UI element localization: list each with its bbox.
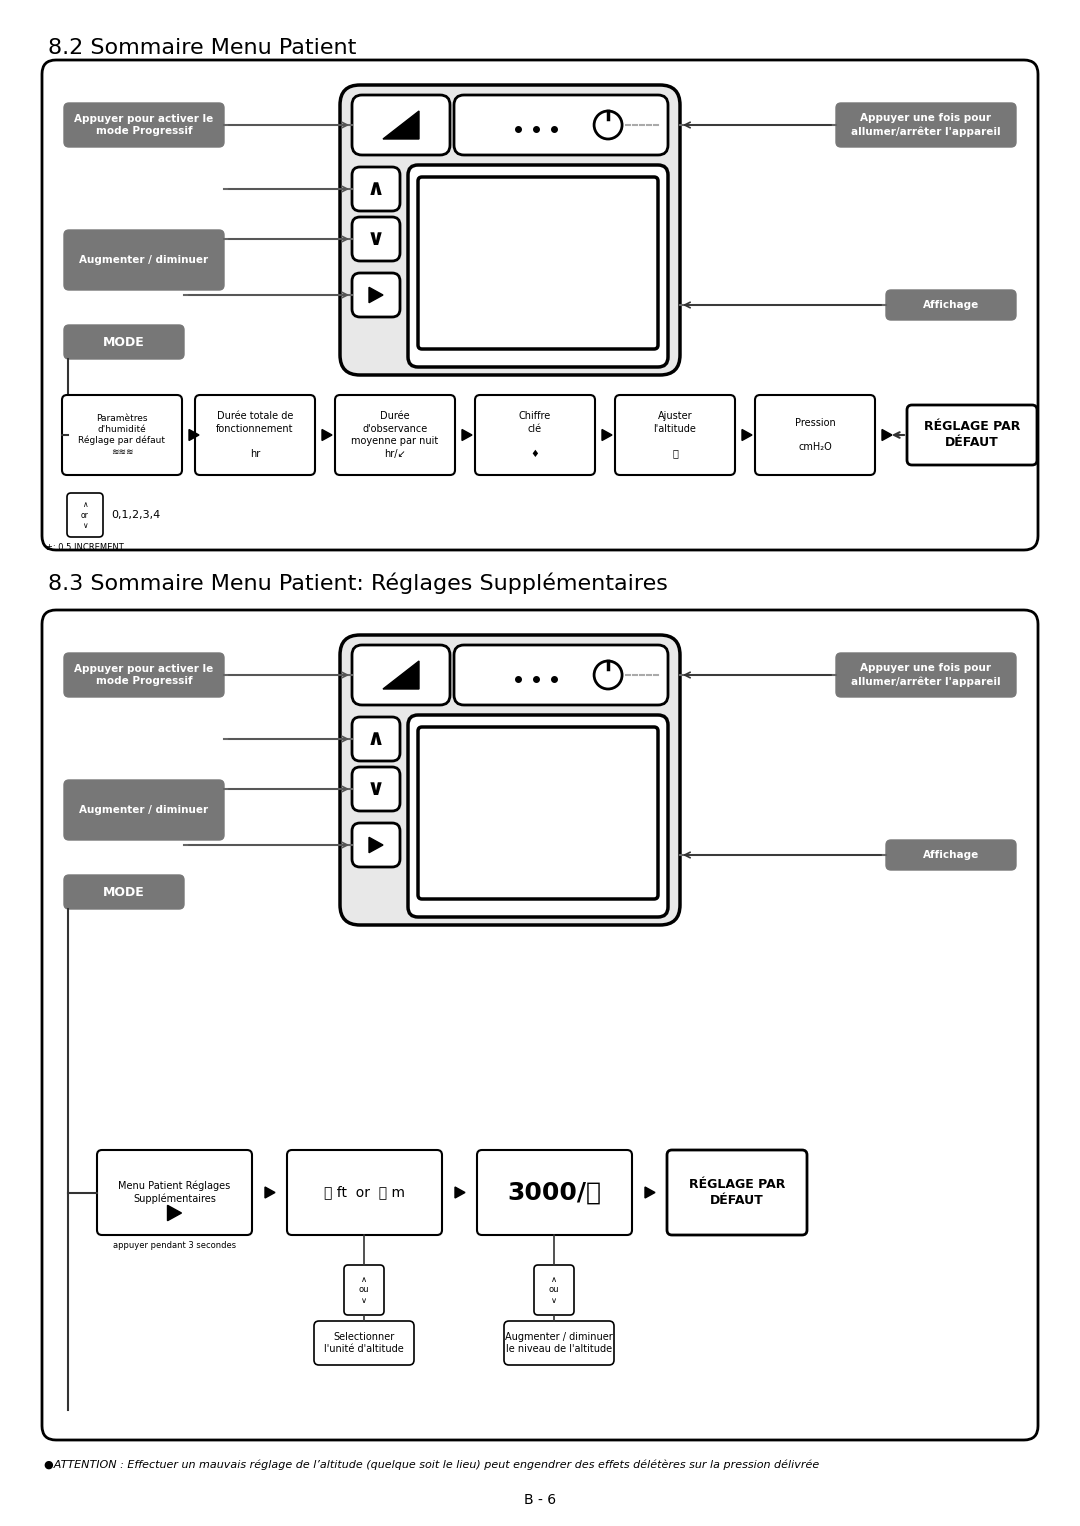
FancyBboxPatch shape: [477, 1151, 632, 1235]
FancyBboxPatch shape: [314, 1322, 414, 1364]
FancyBboxPatch shape: [64, 874, 184, 909]
Polygon shape: [189, 429, 199, 441]
Text: B - 6: B - 6: [524, 1492, 556, 1508]
FancyBboxPatch shape: [615, 395, 735, 475]
Text: Chiffre
clé

♦: Chiffre clé ♦: [518, 412, 551, 459]
Text: ±: 0.5 INCREMENT: ±: 0.5 INCREMENT: [46, 543, 124, 552]
FancyBboxPatch shape: [340, 635, 680, 925]
Text: Paramètres
d'humidité
Réglage par défaut
≋≋≋: Paramètres d'humidité Réglage par défaut…: [79, 414, 165, 456]
FancyBboxPatch shape: [418, 726, 658, 899]
Text: Augmenter / diminuer
le niveau de l'altitude: Augmenter / diminuer le niveau de l'alti…: [505, 1332, 612, 1354]
FancyBboxPatch shape: [42, 610, 1038, 1441]
FancyBboxPatch shape: [352, 217, 400, 261]
Text: Ajuster
l'altitude

⛰: Ajuster l'altitude ⛰: [653, 412, 697, 459]
Text: ∧
or
∨: ∧ or ∨: [81, 501, 89, 530]
Text: ∧
ou
∨: ∧ ou ∨: [359, 1276, 369, 1305]
FancyBboxPatch shape: [418, 177, 658, 349]
Polygon shape: [322, 429, 332, 441]
Polygon shape: [455, 1187, 465, 1198]
Text: Appuyer une fois pour
allumer/arrêter l'appareil: Appuyer une fois pour allumer/arrêter l'…: [851, 664, 1001, 687]
FancyBboxPatch shape: [755, 395, 875, 475]
FancyBboxPatch shape: [340, 85, 680, 375]
Polygon shape: [265, 1187, 275, 1198]
Text: ∨: ∨: [367, 229, 386, 249]
FancyBboxPatch shape: [836, 653, 1016, 697]
Text: 0,1,2,3,4: 0,1,2,3,4: [111, 510, 160, 520]
FancyBboxPatch shape: [408, 716, 669, 917]
Text: 3000/⛰: 3000/⛰: [508, 1181, 602, 1204]
Text: ∧: ∧: [367, 179, 386, 198]
Polygon shape: [602, 429, 612, 441]
FancyBboxPatch shape: [97, 1151, 252, 1235]
Text: Durée
d'observance
moyenne par nuit
hr/↙: Durée d'observance moyenne par nuit hr/↙: [351, 412, 438, 459]
FancyBboxPatch shape: [345, 1265, 384, 1315]
Polygon shape: [383, 661, 419, 690]
Text: Affichage: Affichage: [923, 850, 980, 861]
FancyBboxPatch shape: [352, 95, 450, 156]
FancyBboxPatch shape: [62, 395, 183, 475]
FancyBboxPatch shape: [475, 395, 595, 475]
Polygon shape: [383, 111, 419, 139]
FancyBboxPatch shape: [886, 839, 1016, 870]
Text: MODE: MODE: [103, 885, 145, 899]
Circle shape: [594, 661, 622, 690]
FancyBboxPatch shape: [352, 823, 400, 867]
Text: ∧
ou
∨: ∧ ou ∨: [549, 1276, 559, 1305]
FancyBboxPatch shape: [352, 645, 450, 705]
Text: 8.2 Sommaire Menu Patient: 8.2 Sommaire Menu Patient: [48, 38, 356, 58]
FancyBboxPatch shape: [352, 768, 400, 810]
Polygon shape: [369, 287, 383, 302]
FancyBboxPatch shape: [195, 395, 315, 475]
FancyBboxPatch shape: [287, 1151, 442, 1235]
Text: ●ATTENTION : Effectuer un mauvais réglage de l’altitude (quelque soit le lieu) p: ●ATTENTION : Effectuer un mauvais réglag…: [44, 1460, 820, 1471]
Polygon shape: [369, 838, 383, 853]
FancyBboxPatch shape: [907, 404, 1037, 465]
Text: Menu Patient Réglages
Supplémentaires: Menu Patient Réglages Supplémentaires: [119, 1181, 231, 1204]
Polygon shape: [462, 429, 472, 441]
Text: ∧: ∧: [367, 729, 386, 749]
FancyBboxPatch shape: [886, 290, 1016, 320]
Polygon shape: [167, 1206, 181, 1221]
Text: Appuyer pour activer le
mode Progressif: Appuyer pour activer le mode Progressif: [75, 114, 214, 136]
FancyBboxPatch shape: [64, 780, 224, 839]
Text: Augmenter / diminuer: Augmenter / diminuer: [80, 255, 208, 266]
Polygon shape: [645, 1187, 654, 1198]
Text: Appuyer une fois pour
allumer/arrêter l'appareil: Appuyer une fois pour allumer/arrêter l'…: [851, 113, 1001, 136]
Text: MODE: MODE: [103, 336, 145, 348]
FancyBboxPatch shape: [534, 1265, 573, 1315]
FancyBboxPatch shape: [42, 60, 1038, 549]
FancyBboxPatch shape: [454, 95, 669, 156]
FancyBboxPatch shape: [352, 717, 400, 761]
FancyBboxPatch shape: [335, 395, 455, 475]
FancyBboxPatch shape: [64, 102, 224, 146]
Text: Affichage: Affichage: [923, 301, 980, 310]
Text: RÉGLAGE PAR
DÉFAUT: RÉGLAGE PAR DÉFAUT: [689, 1178, 785, 1207]
Text: Appuyer pour activer le
mode Progressif: Appuyer pour activer le mode Progressif: [75, 664, 214, 687]
Text: 8.3 Sommaire Menu Patient: Réglages Supplémentaires: 8.3 Sommaire Menu Patient: Réglages Supp…: [48, 572, 667, 594]
FancyBboxPatch shape: [64, 325, 184, 359]
Text: Pression

cmH₂O: Pression cmH₂O: [795, 418, 835, 452]
FancyBboxPatch shape: [667, 1151, 807, 1235]
Polygon shape: [882, 429, 892, 441]
Text: Augmenter / diminuer: Augmenter / diminuer: [80, 806, 208, 815]
Polygon shape: [742, 429, 752, 441]
FancyBboxPatch shape: [454, 645, 669, 705]
Text: Selectionner
l'unité d'altitude: Selectionner l'unité d'altitude: [324, 1332, 404, 1354]
Text: ⛰ ft  or  ⛰ m: ⛰ ft or ⛰ m: [324, 1186, 405, 1199]
FancyBboxPatch shape: [836, 102, 1016, 146]
FancyBboxPatch shape: [64, 653, 224, 697]
Text: RÉGLAGE PAR
DÉFAUT: RÉGLAGE PAR DÉFAUT: [923, 421, 1021, 450]
FancyBboxPatch shape: [352, 273, 400, 317]
Circle shape: [594, 111, 622, 139]
Text: appuyer pendant 3 secondes: appuyer pendant 3 secondes: [113, 1241, 237, 1250]
Text: Durée totale de
fonctionnement

hr: Durée totale de fonctionnement hr: [216, 412, 294, 459]
FancyBboxPatch shape: [67, 493, 103, 537]
FancyBboxPatch shape: [408, 165, 669, 366]
FancyBboxPatch shape: [64, 230, 224, 290]
Text: ∨: ∨: [367, 778, 386, 800]
FancyBboxPatch shape: [352, 166, 400, 211]
FancyBboxPatch shape: [504, 1322, 615, 1364]
